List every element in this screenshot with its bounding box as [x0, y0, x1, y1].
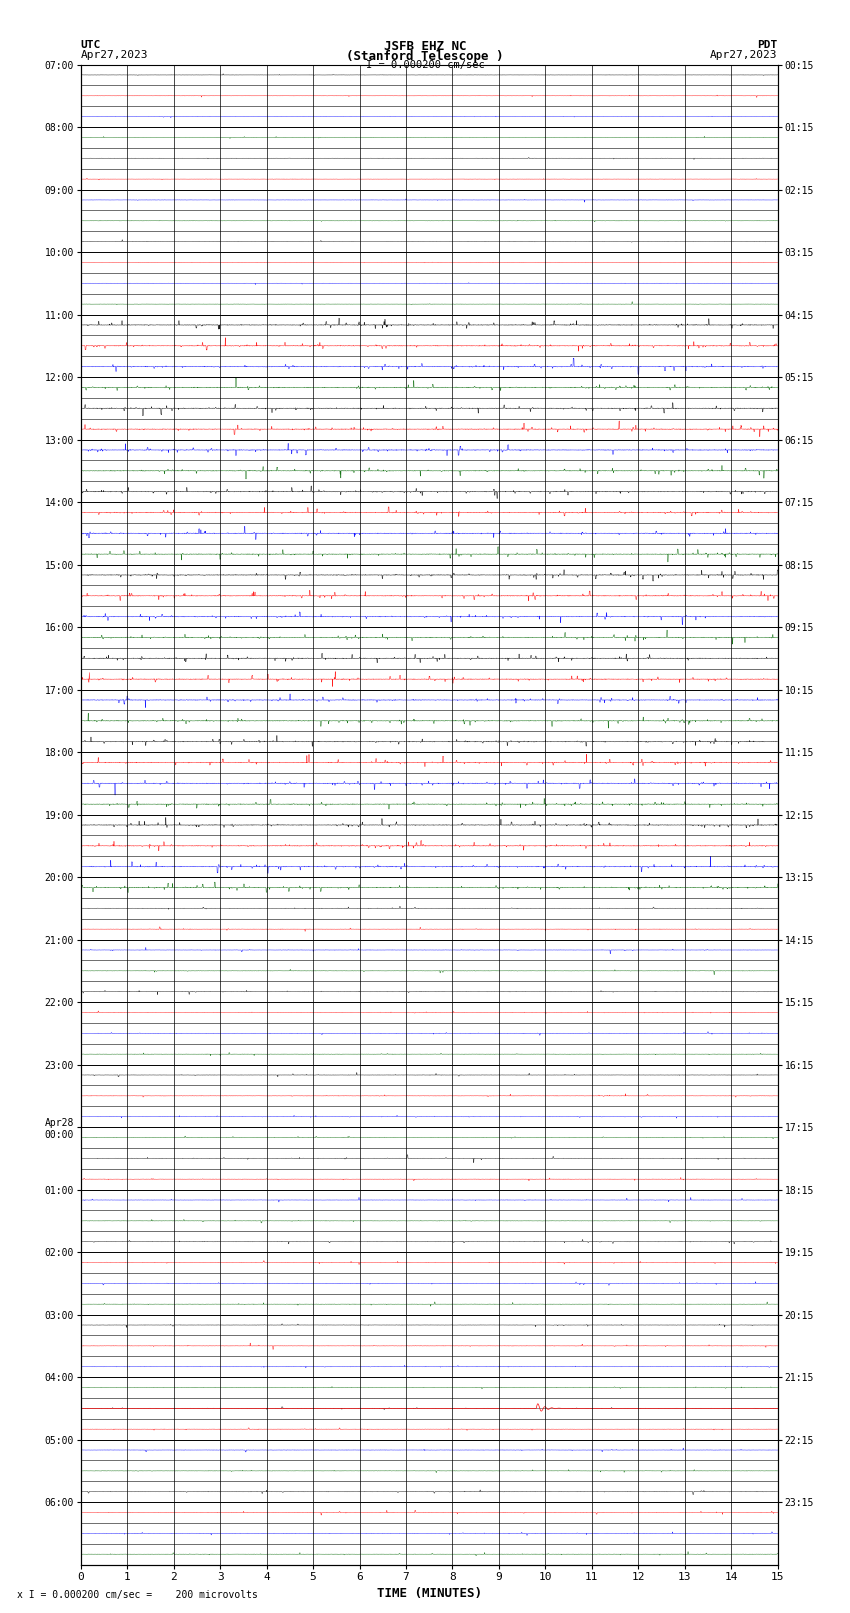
Text: (Stanford Telescope ): (Stanford Telescope ) [346, 50, 504, 63]
Text: UTC: UTC [81, 40, 101, 50]
X-axis label: TIME (MINUTES): TIME (MINUTES) [377, 1587, 482, 1600]
Text: PDT: PDT [757, 40, 778, 50]
Text: Apr27,2023: Apr27,2023 [711, 50, 778, 60]
Text: Apr27,2023: Apr27,2023 [81, 50, 148, 60]
Text: x I = 0.000200 cm/sec =    200 microvolts: x I = 0.000200 cm/sec = 200 microvolts [17, 1590, 258, 1600]
Text: JSFB EHZ NC: JSFB EHZ NC [383, 40, 467, 53]
Text: I = 0.000200 cm/sec: I = 0.000200 cm/sec [366, 60, 484, 69]
